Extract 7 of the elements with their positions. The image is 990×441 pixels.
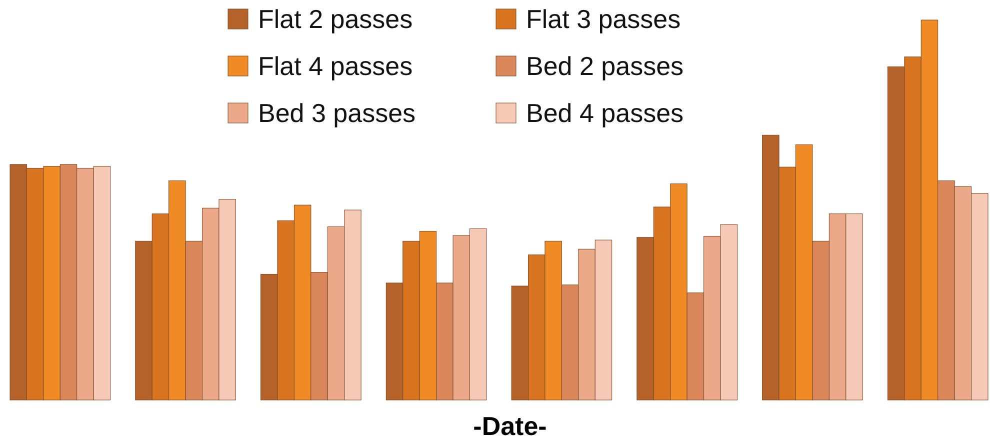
legend-label: Flat 2 passes	[258, 4, 413, 34]
legend-label: Flat 3 passes	[526, 4, 681, 34]
legend-label: Bed 2 passes	[526, 51, 684, 81]
legend-label: Bed 4 passes	[526, 98, 684, 128]
legend-label: Flat 4 passes	[258, 51, 413, 81]
x-axis-title: -Date-	[473, 411, 547, 441]
legend-label: Bed 3 passes	[258, 98, 416, 128]
